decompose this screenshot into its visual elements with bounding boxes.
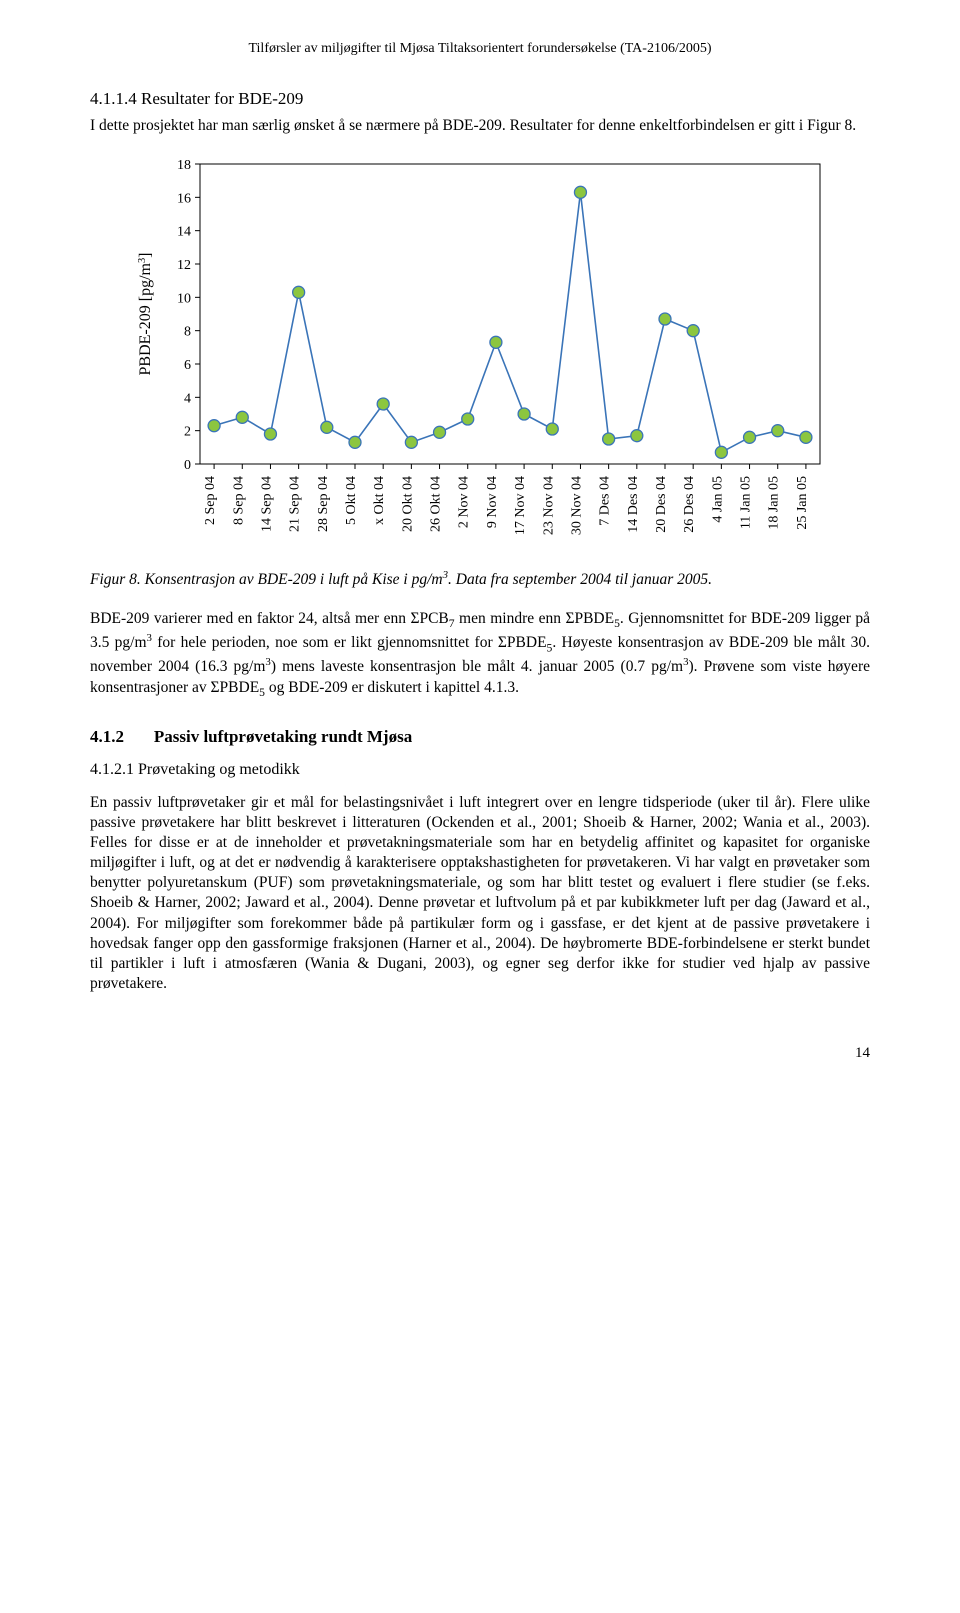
svg-text:2: 2 xyxy=(184,425,191,440)
svg-text:21 Sep 04: 21 Sep 04 xyxy=(288,476,303,532)
subsection-heading: 4.1.2 Passiv luftprøvetaking rundt Mjøsa xyxy=(90,726,870,748)
running-header: Tilførsler av miljøgifter til Mjøsa Tilt… xyxy=(90,40,870,58)
svg-text:16: 16 xyxy=(177,192,191,207)
svg-text:5 Okt 04: 5 Okt 04 xyxy=(344,476,359,525)
svg-text:2 Sep 04: 2 Sep 04 xyxy=(203,476,218,525)
section-heading: 4.1.1.4 Resultater for BDE-209 xyxy=(90,88,870,110)
svg-text:12: 12 xyxy=(177,258,191,273)
body-paragraph: BDE-209 varierer med en faktor 24, altså… xyxy=(90,609,870,700)
long-paragraph: En passiv luftprøvetaker gir et mål for … xyxy=(90,793,870,994)
svg-text:11 Jan 05: 11 Jan 05 xyxy=(739,476,754,529)
svg-text:18 Jan 05: 18 Jan 05 xyxy=(767,476,782,530)
svg-text:14: 14 xyxy=(177,225,191,240)
subsubsection-heading: 4.1.2.1 Prøvetaking og metodikk xyxy=(90,760,870,781)
svg-text:17 Nov 04: 17 Nov 04 xyxy=(513,476,528,535)
svg-text:25 Jan 05: 25 Jan 05 xyxy=(795,476,810,530)
svg-text:28 Sep 04: 28 Sep 04 xyxy=(316,476,331,532)
figure-caption-suffix: . Data fra september 2004 til januar 200… xyxy=(448,572,712,589)
svg-text:x Okt 04: x Okt 04 xyxy=(372,476,387,525)
svg-text:PBDE-209 [pg/m3]: PBDE-209 [pg/m3] xyxy=(137,253,155,376)
chart-svg: 0 2 4 6 8 10 12 14 16 18 2 Sep 04 8 Sep 04 14 Sep 04… xyxy=(130,154,832,554)
svg-text:6: 6 xyxy=(184,358,191,373)
svg-text:0: 0 xyxy=(184,458,191,473)
svg-text:20 Des 04: 20 Des 04 xyxy=(654,476,669,533)
svg-text:14 Sep 04: 14 Sep 04 xyxy=(259,476,274,532)
svg-text:9 Nov 04: 9 Nov 04 xyxy=(485,476,500,528)
svg-text:26 Des 04: 26 Des 04 xyxy=(682,476,697,533)
svg-text:4 Jan 05: 4 Jan 05 xyxy=(710,476,725,523)
svg-text:10: 10 xyxy=(177,292,191,307)
svg-text:2 Nov 04: 2 Nov 04 xyxy=(457,476,472,528)
svg-text:8: 8 xyxy=(184,325,191,340)
svg-text:20 Okt 04: 20 Okt 04 xyxy=(400,476,415,532)
figure-caption: Figur 8. Konsentrasjon av BDE-209 i luft… xyxy=(90,568,870,590)
svg-text:26 Okt 04: 26 Okt 04 xyxy=(429,476,444,532)
svg-text:4: 4 xyxy=(184,392,191,407)
svg-text:18: 18 xyxy=(177,158,191,173)
svg-text:23 Nov 04: 23 Nov 04 xyxy=(541,476,556,535)
page-number: 14 xyxy=(90,1044,870,1064)
pbde209-chart: 0 2 4 6 8 10 12 14 16 18 2 Sep 04 8 Sep 04 14 Sep 04… xyxy=(90,154,870,554)
intro-paragraph: I dette prosjektet har man særlig ønsket… xyxy=(90,116,870,136)
subsection-title: Passiv luftprøvetaking rundt Mjøsa xyxy=(154,727,412,746)
subsection-number: 4.1.2 xyxy=(90,726,150,748)
svg-text:8 Sep 04: 8 Sep 04 xyxy=(231,476,246,525)
svg-text:7 Des 04: 7 Des 04 xyxy=(598,476,613,526)
svg-text:14 Des 04: 14 Des 04 xyxy=(626,476,641,533)
figure-caption-prefix: Figur 8. Konsentrasjon av BDE-209 i luft… xyxy=(90,572,443,589)
svg-text:30 Nov 04: 30 Nov 04 xyxy=(569,476,584,535)
